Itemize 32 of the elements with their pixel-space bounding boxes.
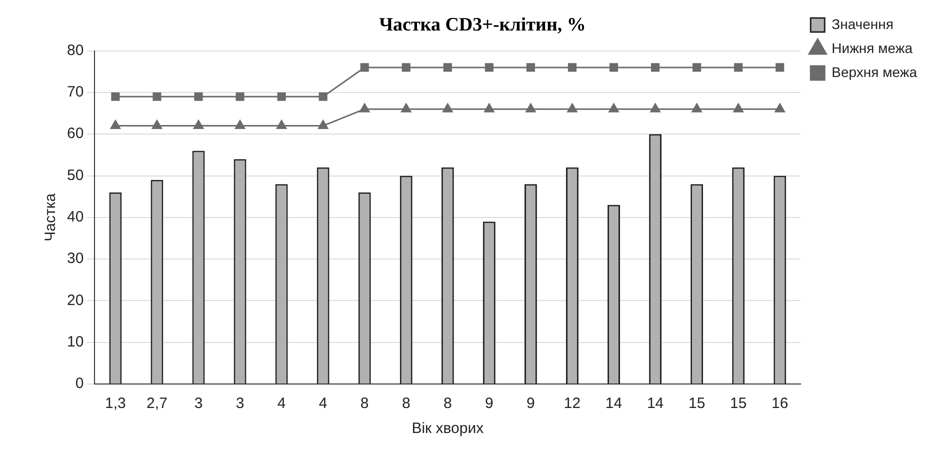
x-tick-label: 8 [443, 395, 452, 412]
y-tick-label: 60 [66, 125, 84, 142]
x-tick-label: 3 [194, 395, 203, 412]
legend-label: Верхня межа [832, 64, 918, 80]
y-tick-label: 40 [66, 208, 84, 226]
x-tick-label: 9 [485, 395, 494, 412]
x-tick-label: 3 [236, 395, 244, 412]
x-tick-label: 15 [730, 395, 747, 412]
x-tick-label: 2,7 [146, 395, 168, 412]
x-axis-title: Вік хворих [412, 420, 484, 438]
legend-label: Значення [832, 16, 894, 32]
x-tick-label: 4 [277, 395, 286, 412]
legend-label: Нижня межа [832, 40, 913, 56]
x-tick-label: 8 [360, 395, 369, 412]
x-tick-label: 12 [564, 395, 581, 412]
y-tick-label: 30 [66, 250, 84, 268]
y-axis-title: Частка [42, 192, 60, 242]
y-tick-label: 20 [66, 292, 84, 309]
x-tick-label: 8 [402, 395, 410, 412]
y-tick-label: 50 [66, 166, 84, 184]
y-tick-label: 80 [66, 42, 84, 59]
x-tick-label: 4 [318, 395, 328, 412]
x-tick-label: 16 [772, 395, 788, 412]
chart-title: Частка CD3+-клітин, % [379, 14, 586, 36]
y-tick-label: 10 [66, 333, 84, 350]
y-tick-label: 0 [75, 375, 84, 392]
x-tick-label: 15 [688, 395, 706, 412]
x-tick-label: 14 [605, 395, 622, 412]
y-tick-label: 70 [66, 84, 84, 101]
x-tick-label: 1,3 [105, 395, 126, 412]
x-tick-label: 14 [646, 395, 664, 412]
x-tick-label: 9 [526, 395, 535, 412]
